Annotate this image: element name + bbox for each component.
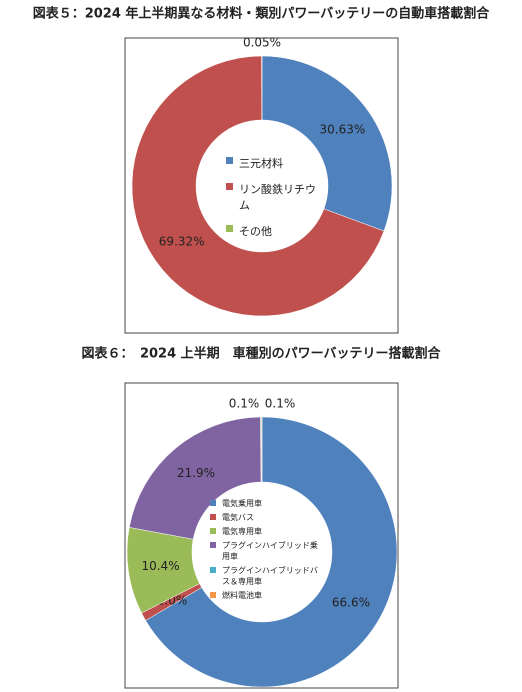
legend-swatch <box>226 225 233 232</box>
legend-swatch <box>210 567 216 573</box>
legend-entry: その他 <box>226 223 321 239</box>
legend-box: 電気乗用車電気バス電気専用車プラグインハイブリッド乗用車 プラグインハイブリッドバ… <box>210 498 320 601</box>
chart-frame <box>124 37 399 334</box>
legend: 電気乗用車電気バス電気専用車プラグインハイブリッド乗用車プラグインハイブリッドバ… <box>210 498 320 601</box>
legend-label: その他 <box>239 225 272 238</box>
data-label: 66.6% <box>332 595 370 609</box>
data-label: 0.1% <box>265 397 296 411</box>
legend-swatch <box>210 542 216 548</box>
legend-entry: 燃料電池車 <box>210 590 320 601</box>
data-label: 0.1% <box>229 397 260 411</box>
donut-slice <box>128 416 262 540</box>
legend-swatch <box>210 528 216 534</box>
legend-label: 三元材料 <box>239 157 283 170</box>
legend-label: プラグインハイブリッドバス＆専用車 <box>222 566 318 586</box>
legend-entry: 電気バス <box>210 512 320 523</box>
legend-label: 電気専用車 <box>222 527 262 536</box>
legend-entry: プラグインハイブリッドバス＆専用車 <box>210 565 320 587</box>
chart-title: 図表６： 2024 上半期 車種別のパワーバッテリー搭載割合 <box>81 346 441 362</box>
legend-box: 三元材料リン酸鉄リチウムその他 <box>226 155 321 239</box>
donut-slice <box>261 55 393 232</box>
chart-frame <box>124 382 399 689</box>
donut-slice <box>260 416 263 483</box>
legend-entry: 電気乗用車 <box>210 498 320 509</box>
legend-swatch <box>210 592 216 598</box>
donut-slice <box>145 416 398 688</box>
legend-entry: リン酸鉄リチウム <box>226 181 321 213</box>
data-label: 10.4% <box>141 559 179 573</box>
chart-title: 図表５：2024 年上半期異なる材料・類別パワーバッテリーの自動車搭載割合 <box>33 6 491 22</box>
data-label: 30.63% <box>320 122 366 136</box>
legend-swatch <box>226 157 233 164</box>
legend-entry: プラグインハイブリッド乗用車 <box>210 540 320 562</box>
legend-entry: 電気専用車 <box>210 526 320 537</box>
legend-swatch <box>210 500 216 506</box>
legend-swatch <box>210 514 216 520</box>
data-label: 69.32% <box>159 235 205 249</box>
legend-entry: 三元材料 <box>226 155 321 171</box>
legend-label: 電気乗用車 <box>222 499 262 508</box>
legend-label: 燃料電池車 <box>222 591 262 600</box>
legend-swatch <box>226 183 233 190</box>
legend-label: リン酸鉄リチウム <box>239 183 316 212</box>
data-label: 0.05% <box>243 36 281 50</box>
legend-label: プラグインハイブリッド乗用車 <box>222 541 318 561</box>
data-label: 21.9% <box>177 466 215 480</box>
donut-slice <box>131 55 385 317</box>
legend-label: 電気バス <box>222 513 254 522</box>
